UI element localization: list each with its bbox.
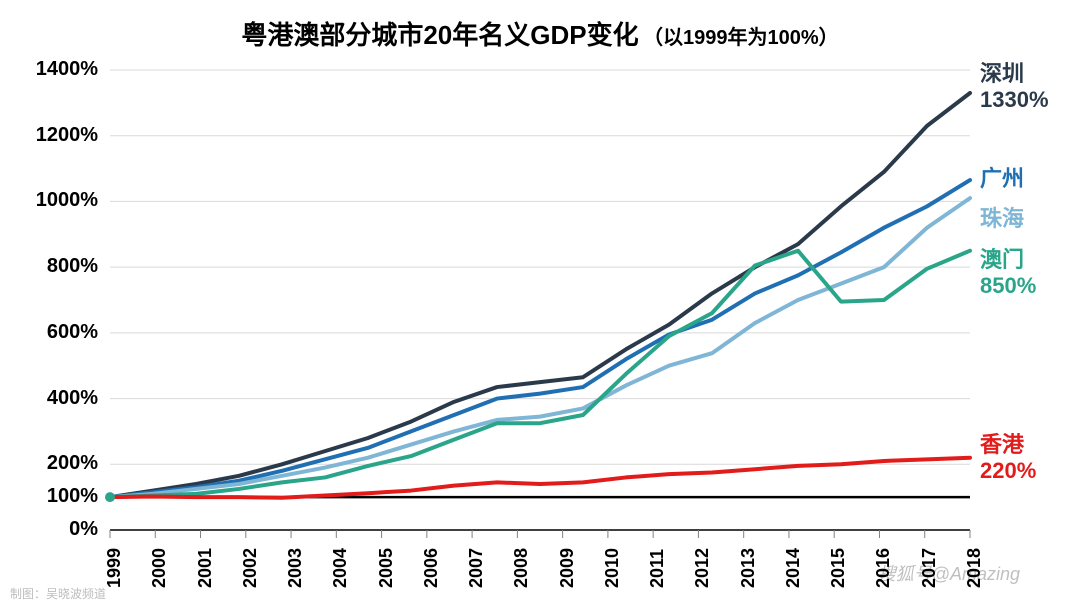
x-tick-label: 2009 <box>557 548 578 588</box>
x-tick-label: 2006 <box>421 548 442 588</box>
series-label-macau: 澳门850% <box>980 247 1036 300</box>
series-label-hongkong: 香港220% <box>980 432 1036 485</box>
x-tick-label: 2000 <box>149 548 170 588</box>
x-tick-label: 2003 <box>285 548 306 588</box>
x-tick-label: 2012 <box>692 548 713 588</box>
y-tick-label: 1200% <box>0 124 98 147</box>
x-tick-label: 2007 <box>466 548 487 588</box>
x-tick-label: 2008 <box>511 548 532 588</box>
y-tick-label: 800% <box>0 255 98 278</box>
x-tick-label: 2011 <box>647 549 668 588</box>
x-tick-label: 2002 <box>240 548 261 588</box>
x-tick-label: 2001 <box>195 548 216 588</box>
x-tick-label: 2015 <box>828 548 849 588</box>
y-tick-label: 1000% <box>0 189 98 212</box>
y-tick-label: 200% <box>0 452 98 475</box>
y-tick-label: 0% <box>0 518 98 541</box>
x-tick-label: 2013 <box>738 548 759 588</box>
chart-svg <box>0 0 1080 608</box>
series-label-guangzhou: 广州 <box>980 166 1024 192</box>
x-tick-label: 1999 <box>104 548 125 588</box>
x-tick-label: 2017 <box>919 548 940 588</box>
y-tick-label: 600% <box>0 321 98 344</box>
x-tick-label: 2005 <box>376 548 397 588</box>
x-tick-label: 2014 <box>783 548 804 588</box>
x-tick-label: 2018 <box>964 548 985 588</box>
series-label-zhuhai: 珠海 <box>980 206 1024 232</box>
gdp-line-chart: 粤港澳部分城市20年名义GDP变化 （以1999年为100%） 0%200%40… <box>0 0 1080 608</box>
credit-text: 制图：吴晓波频道 <box>10 585 106 602</box>
x-tick-label: 2010 <box>602 548 623 588</box>
y-tick-label: 400% <box>0 387 98 410</box>
x-tick-label: 2004 <box>330 548 351 588</box>
y-tick-label-100: 100% <box>0 485 98 508</box>
x-tick-label: 2016 <box>873 548 894 588</box>
series-label-shenzhen: 深圳1330% <box>980 61 1049 114</box>
y-tick-label: 1400% <box>0 58 98 81</box>
